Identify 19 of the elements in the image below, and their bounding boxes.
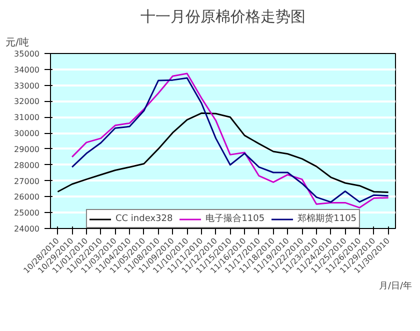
legend-label: 郑棉期货1105 (298, 212, 357, 225)
y-tick-label: 27000 (14, 176, 40, 186)
line-series (56, 112, 390, 193)
y-tick-label: 32000 (14, 97, 40, 106)
chart-title: 十一月份原棉价格走势图 (140, 8, 306, 26)
x-axis-title: 月/日/年 (378, 280, 412, 292)
y-tick-label: 24000 (14, 224, 40, 234)
y-tick-label: 31000 (14, 113, 40, 122)
legend-label: CC index328 (115, 214, 173, 224)
y-tick-label: 35000 (14, 50, 40, 58)
y-tick-label: 33000 (14, 81, 40, 90)
y-tick-label: 25000 (14, 208, 40, 218)
y-tick-label: 29000 (14, 144, 40, 154)
y-tick-label: 26000 (14, 192, 40, 202)
y-axis-title: 元/吨 (6, 36, 29, 48)
legend-label: 电子撮合1105 (206, 212, 265, 225)
y-tick-label: 30000 (14, 129, 40, 138)
y-tick-label: 28000 (14, 160, 40, 170)
y-tick-label: 34000 (14, 65, 40, 74)
